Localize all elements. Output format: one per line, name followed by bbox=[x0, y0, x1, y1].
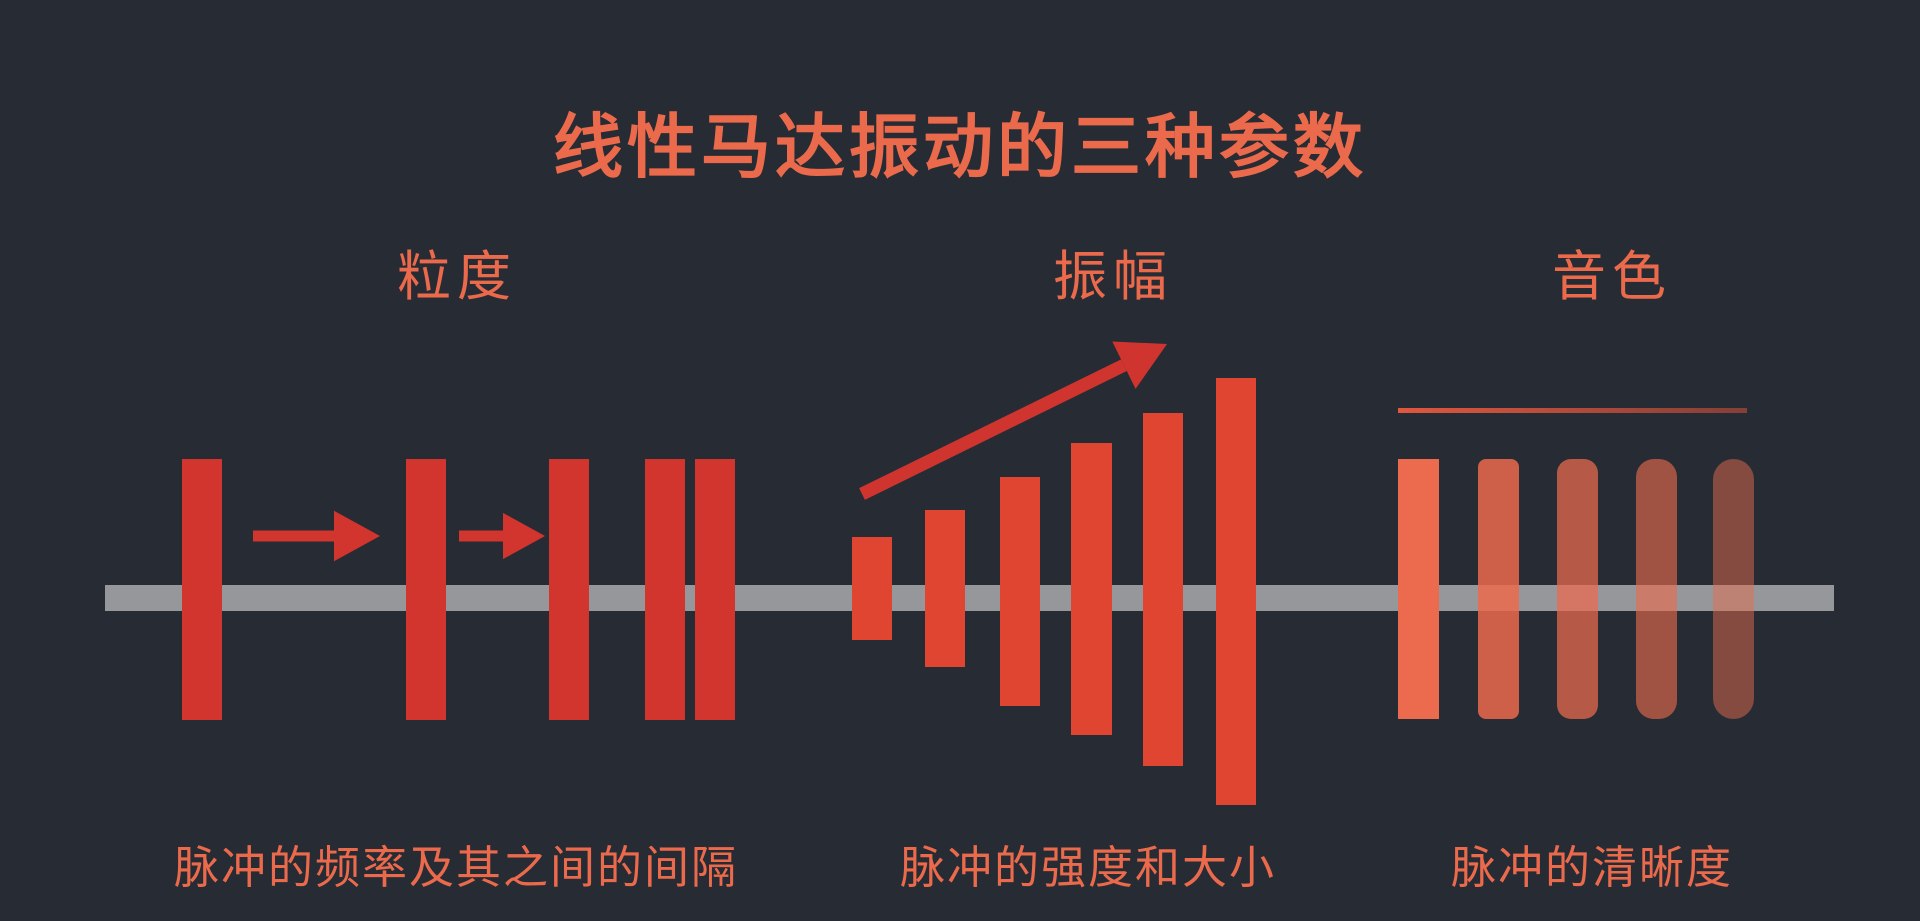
pulse-bar-amplitude bbox=[1143, 413, 1183, 766]
arrow-head bbox=[334, 510, 380, 562]
pulse-bar-amplitude bbox=[925, 510, 965, 667]
pulse-bar-amplitude bbox=[1071, 443, 1112, 735]
arrow-head bbox=[503, 512, 545, 560]
section-label-granularity: 粒度 bbox=[397, 247, 517, 307]
caption-timbre: 脉冲的清晰度 bbox=[1450, 842, 1734, 893]
pulse-bar-granularity bbox=[182, 459, 222, 720]
pulse-bar-granularity bbox=[645, 459, 685, 720]
arrow-head bbox=[1112, 341, 1167, 389]
section-label-amplitude: 振幅 bbox=[1053, 247, 1173, 307]
baseline-axis bbox=[105, 585, 1834, 611]
pulse-bar-granularity bbox=[695, 459, 735, 720]
timbre-fade-line bbox=[1398, 408, 1747, 413]
pulse-bar-timbre bbox=[1636, 459, 1677, 719]
diagram-title: 线性马达振动的三种参数 bbox=[553, 107, 1367, 186]
pulse-bar-granularity bbox=[406, 459, 446, 720]
caption-granularity: 脉冲的频率及其之间的间隔 bbox=[173, 842, 739, 893]
pulse-bar-timbre bbox=[1478, 459, 1519, 719]
pulse-bar-timbre bbox=[1713, 459, 1754, 719]
caption-amplitude: 脉冲的强度和大小 bbox=[899, 842, 1277, 893]
pulse-bar-timbre bbox=[1557, 459, 1598, 719]
pulse-bar-amplitude bbox=[1000, 477, 1040, 706]
pulse-bar-amplitude bbox=[1216, 378, 1256, 805]
pulse-bar-granularity bbox=[549, 459, 589, 720]
pulse-bar-amplitude bbox=[852, 537, 892, 640]
pulse-bar-timbre bbox=[1398, 459, 1439, 719]
section-label-timbre: 音色 bbox=[1552, 247, 1672, 307]
